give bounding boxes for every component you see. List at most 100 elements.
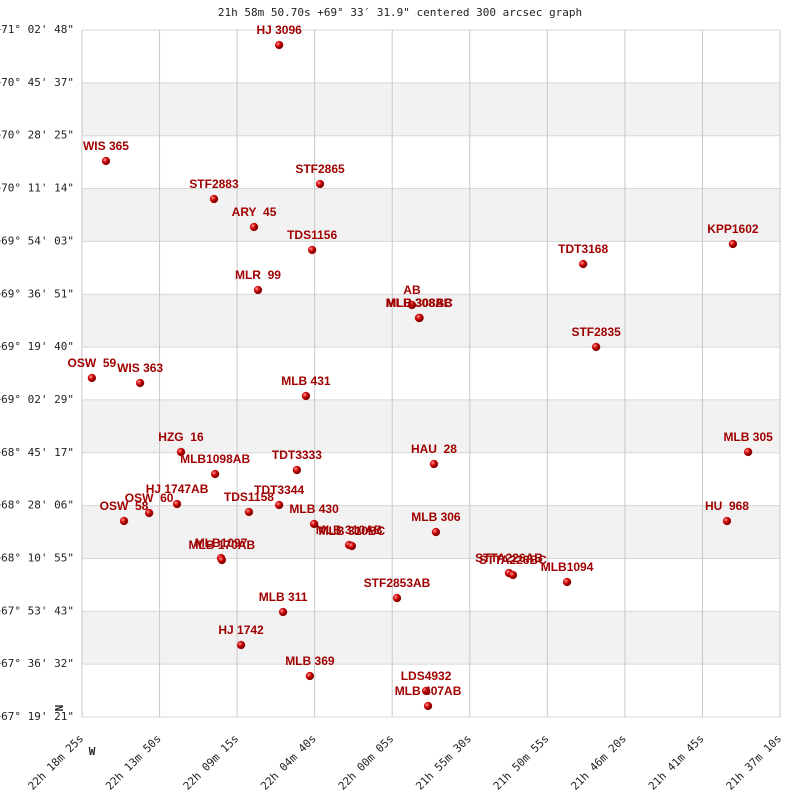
- star-label: HJ 3096: [256, 23, 302, 37]
- y-tick-label: +70° 11' 14": [0, 182, 74, 195]
- star-label: HJ 1742: [218, 623, 264, 637]
- star: [278, 607, 288, 617]
- star-label: HAU 28: [411, 442, 457, 456]
- star: [209, 194, 219, 204]
- star-label: TDT3344: [254, 483, 304, 497]
- x-tick-label: 21h 37m 10s: [724, 732, 785, 793]
- star-label: OSW 60: [125, 491, 174, 505]
- star-label: STF2835: [571, 325, 621, 339]
- star-label: MLB 306: [411, 510, 461, 524]
- star-label: ARY 45: [232, 205, 277, 219]
- band: [82, 399, 780, 453]
- x-tick-label: 22h 18m 25s: [26, 732, 87, 793]
- star: [274, 500, 284, 510]
- star: [119, 516, 129, 526]
- x-tick-label: 22h 00m 05s: [336, 732, 397, 793]
- star-label: LDS4932: [401, 669, 452, 683]
- y-tick-label: +70° 28' 25": [0, 129, 74, 142]
- star: [429, 459, 439, 469]
- star-label: MLB 369: [285, 654, 335, 668]
- star-label: WIS 365: [83, 139, 129, 153]
- star: [743, 447, 753, 457]
- star: [562, 577, 572, 587]
- y-tick-label: +69° 19' 40": [0, 340, 74, 353]
- star: [249, 222, 259, 232]
- star: [101, 156, 111, 166]
- x-tick-label: 21h 46m 20s: [568, 732, 629, 793]
- x-tick-label: 21h 41m 45s: [646, 732, 707, 793]
- plot-background: [81, 29, 781, 718]
- star-label: STF2865: [295, 162, 345, 176]
- star-label: AB: [403, 283, 421, 297]
- star-label: MLB1097: [195, 536, 248, 550]
- star-label: MLB 310AB: [316, 523, 383, 537]
- chart-title: 21h 58m 50.70s +69° 33′ 31.9" centered 3…: [218, 6, 582, 19]
- band: [82, 505, 780, 559]
- star: [407, 300, 417, 310]
- x-tick-label: 22h 04m 40s: [258, 732, 319, 793]
- star-label: MLB 311: [259, 590, 308, 604]
- star: [415, 313, 424, 323]
- x-tick-label: 21h 55m 30s: [413, 732, 474, 793]
- star: [301, 391, 311, 401]
- star-label: MLR 99: [235, 268, 281, 282]
- star-label: OSW 58: [100, 499, 149, 513]
- star: [305, 671, 315, 681]
- star: [728, 239, 738, 249]
- star-label: TDS1158: [224, 490, 274, 504]
- star: [274, 40, 284, 50]
- star-label: WIS 363: [117, 361, 163, 375]
- star: [423, 701, 433, 711]
- star-label: STTA226AB: [475, 551, 543, 565]
- star: [578, 259, 588, 269]
- star-label: MLB 308AB: [386, 296, 453, 310]
- star-label: MLB1098AB: [180, 452, 250, 466]
- band: [82, 611, 780, 665]
- y-tick-label: +68° 45' 17": [0, 446, 74, 459]
- star: [421, 686, 431, 696]
- band: [82, 188, 780, 242]
- star-label: MLB 310BC: [319, 524, 386, 538]
- x-tick-label: 22h 09m 15s: [181, 732, 242, 793]
- star-label: MLB1094: [541, 560, 594, 574]
- star-label: STF2883: [189, 177, 239, 191]
- star-label: HZG 16: [158, 430, 204, 444]
- star: [315, 179, 325, 189]
- star: [307, 245, 317, 255]
- star-label: STTA226BC: [479, 553, 547, 567]
- star-label: MLB 430: [289, 502, 339, 516]
- y-tick-label: +69° 02' 29": [0, 393, 74, 406]
- y-tick-label: +67° 53' 43": [0, 604, 74, 617]
- star: [144, 508, 154, 518]
- star: [135, 378, 145, 388]
- star: [292, 465, 302, 475]
- star: [347, 541, 357, 551]
- star: [392, 593, 402, 603]
- y-tick-label: +68° 28' 06": [0, 499, 74, 512]
- star-label: TDT3168: [558, 242, 608, 256]
- star: [236, 640, 246, 650]
- band: [82, 82, 780, 136]
- star: [309, 519, 319, 529]
- star: [253, 285, 263, 295]
- star: [87, 373, 97, 383]
- star-label: HJ 1747AB: [146, 482, 209, 496]
- star-label: MLB 305: [723, 430, 773, 444]
- band: [82, 294, 780, 348]
- star: [722, 516, 732, 526]
- star: [591, 342, 601, 352]
- star: [431, 527, 441, 537]
- y-tick-label: +71° 02' 48": [0, 23, 74, 36]
- y-tick-label: +67° 36' 32": [0, 657, 74, 670]
- star: [176, 447, 186, 457]
- star-label: MLB 308BC: [386, 296, 453, 310]
- x-tick-label: 22h 13m 50s: [103, 732, 164, 793]
- compass-west: W: [89, 745, 96, 758]
- star-label: TDS1156: [287, 228, 337, 242]
- compass-north: N: [53, 705, 66, 712]
- star: [217, 555, 227, 565]
- star-label: STF2853AB: [364, 576, 431, 590]
- star: [244, 507, 254, 517]
- star-label: MLB 431: [281, 374, 331, 388]
